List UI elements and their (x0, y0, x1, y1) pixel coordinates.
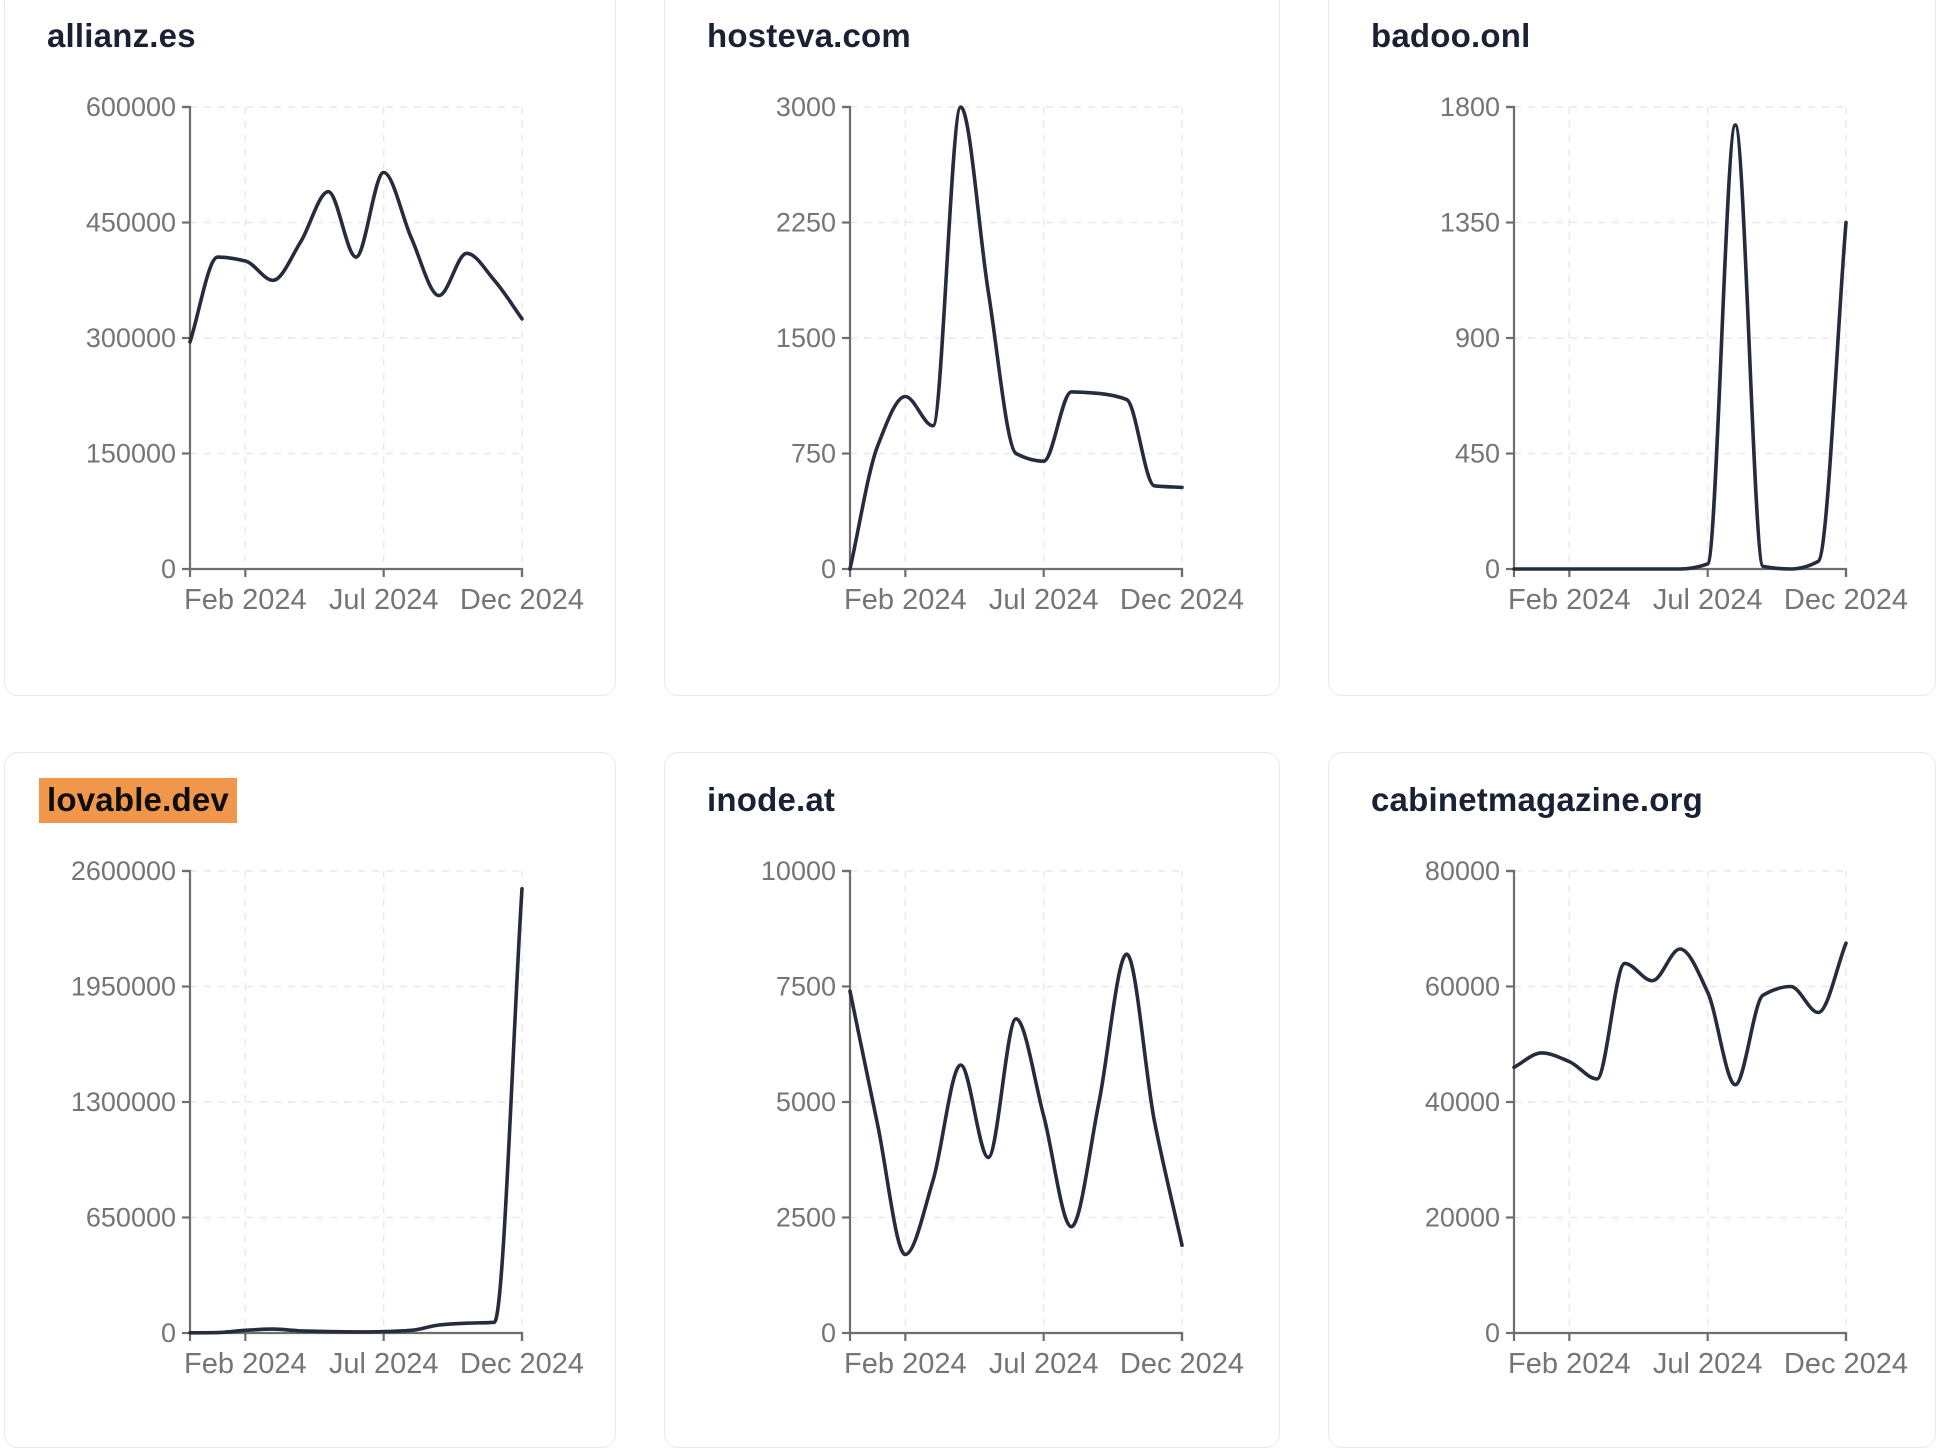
x-tick-label: Jul 2024 (1653, 1348, 1763, 1380)
domain-title: allianz.es (47, 17, 196, 54)
x-axis (848, 567, 1184, 577)
x-tick-label: Jul 2024 (329, 584, 439, 616)
y-tick-label: 450000 (86, 208, 176, 238)
x-tick-label: Dec 2024 (460, 1348, 584, 1380)
y-tick-label: 750 (791, 439, 836, 469)
y-tick-label: 0 (821, 1318, 836, 1348)
y-tick-label: 3000 (776, 92, 836, 122)
x-tick-label: Jul 2024 (329, 1348, 439, 1380)
domain-title: lovable.dev (39, 778, 237, 823)
y-tick-label: 10000 (761, 856, 836, 886)
traffic-line-chart: 0 20000 40000 60000 80000 Feb 2024 Jul 2024 Dec… (1425, 856, 1908, 1380)
x-tick-label: Jul 2024 (989, 1348, 1099, 1380)
chart-card-allianz: allianz.es 0 150000 300000 450000 600000 Feb … (4, 0, 616, 696)
line-series (1512, 941, 1848, 1087)
y-tick-label: 1300000 (71, 1087, 176, 1117)
line-series (848, 105, 1184, 571)
x-tick-label: Feb 2024 (1508, 584, 1631, 616)
card-title: allianz.es (47, 17, 196, 55)
x-axis (1512, 1331, 1848, 1341)
line-series (188, 887, 524, 1335)
y-tick-label: 150000 (86, 439, 176, 469)
line-series (188, 170, 524, 344)
domain-title: badoo.onl (1371, 17, 1531, 54)
card-title: hosteva.com (707, 17, 911, 55)
chart-card-cabinetmagazine: cabinetmagazine.org 0 20000 40000 60000 8000… (1328, 752, 1936, 1448)
y-tick-label: 0 (161, 1318, 176, 1348)
x-tick-label: Dec 2024 (1784, 584, 1908, 616)
x-tick-label: Feb 2024 (184, 584, 307, 616)
domain-title: cabinetmagazine.org (1371, 781, 1704, 818)
x-tick-label: Feb 2024 (844, 1348, 967, 1380)
card-title: cabinetmagazine.org (1371, 781, 1703, 819)
card-title: lovable.dev (39, 778, 237, 823)
x-tick-label: Feb 2024 (844, 584, 967, 616)
line-series (848, 952, 1184, 1257)
x-tick-label: Jul 2024 (989, 584, 1099, 616)
x-axis (848, 1331, 1184, 1341)
y-tick-label: 60000 (1425, 972, 1500, 1002)
x-axis (188, 1331, 524, 1341)
traffic-line-chart: 0 450 900 1350 1800 Feb 2024 Jul 2024 Dec 2024 (1440, 92, 1908, 616)
traffic-line-chart: 0 2500 5000 7500 10000 Feb 2024 Jul 2024 Dec 20… (761, 856, 1244, 1380)
x-tick-label: Dec 2024 (1784, 1348, 1908, 1380)
y-tick-label: 20000 (1425, 1203, 1500, 1233)
traffic-line-chart: 0 750 1500 2250 3000 Feb 2024 Jul 2024 Dec 2024 (776, 92, 1244, 616)
y-tick-label: 650000 (86, 1203, 176, 1233)
y-tick-label: 40000 (1425, 1087, 1500, 1117)
chart-card-lovable: lovable.dev 0 650000 1300000 1950000 2600000… (4, 752, 616, 1448)
card-title: badoo.onl (1371, 17, 1530, 55)
traffic-line-chart: 0 150000 300000 450000 600000 Feb 2024 Jul 202… (86, 92, 584, 616)
y-tick-label: 7500 (776, 972, 836, 1002)
x-tick-label: Dec 2024 (1120, 1348, 1244, 1380)
y-tick-label: 1800 (1440, 92, 1500, 122)
y-tick-label: 2250 (776, 208, 836, 238)
y-tick-label: 0 (1485, 1318, 1500, 1348)
x-tick-label: Feb 2024 (1508, 1348, 1631, 1380)
y-tick-label: 80000 (1425, 856, 1500, 886)
x-tick-label: Jul 2024 (1653, 584, 1763, 616)
line-series (1512, 123, 1848, 571)
y-tick-label: 2500 (776, 1203, 836, 1233)
x-tick-label: Dec 2024 (1120, 584, 1244, 616)
chart-card-badoo: badoo.onl 0 450 900 1350 1800 Feb 2024 Jul 202… (1328, 0, 1936, 696)
y-tick-label: 450 (1455, 439, 1500, 469)
x-tick-label: Dec 2024 (460, 584, 584, 616)
x-axis (188, 567, 524, 577)
y-tick-label: 1350 (1440, 208, 1500, 238)
card-title: inode.at (707, 781, 835, 819)
y-tick-label: 5000 (776, 1087, 836, 1117)
y-tick-label: 1500 (776, 323, 836, 353)
y-tick-label: 1950000 (71, 972, 176, 1002)
y-tick-label: 300000 (86, 323, 176, 353)
x-tick-label: Feb 2024 (184, 1348, 307, 1380)
y-tick-label: 2600000 (71, 856, 176, 886)
y-tick-label: 0 (821, 554, 836, 584)
y-tick-label: 0 (161, 554, 176, 584)
y-tick-label: 900 (1455, 323, 1500, 353)
chart-card-inode: inode.at 0 2500 5000 7500 10000 Feb 2024 Jul 2… (664, 752, 1280, 1448)
y-tick-label: 0 (1485, 554, 1500, 584)
chart-card-hosteva: hosteva.com 0 750 1500 2250 3000 Feb 2024 Jul … (664, 0, 1280, 696)
domain-title: hosteva.com (707, 17, 911, 54)
domain-title: inode.at (707, 781, 836, 818)
traffic-line-chart: 0 650000 1300000 1950000 2600000 Feb 2024 Jul … (71, 856, 584, 1380)
y-tick-label: 600000 (86, 92, 176, 122)
